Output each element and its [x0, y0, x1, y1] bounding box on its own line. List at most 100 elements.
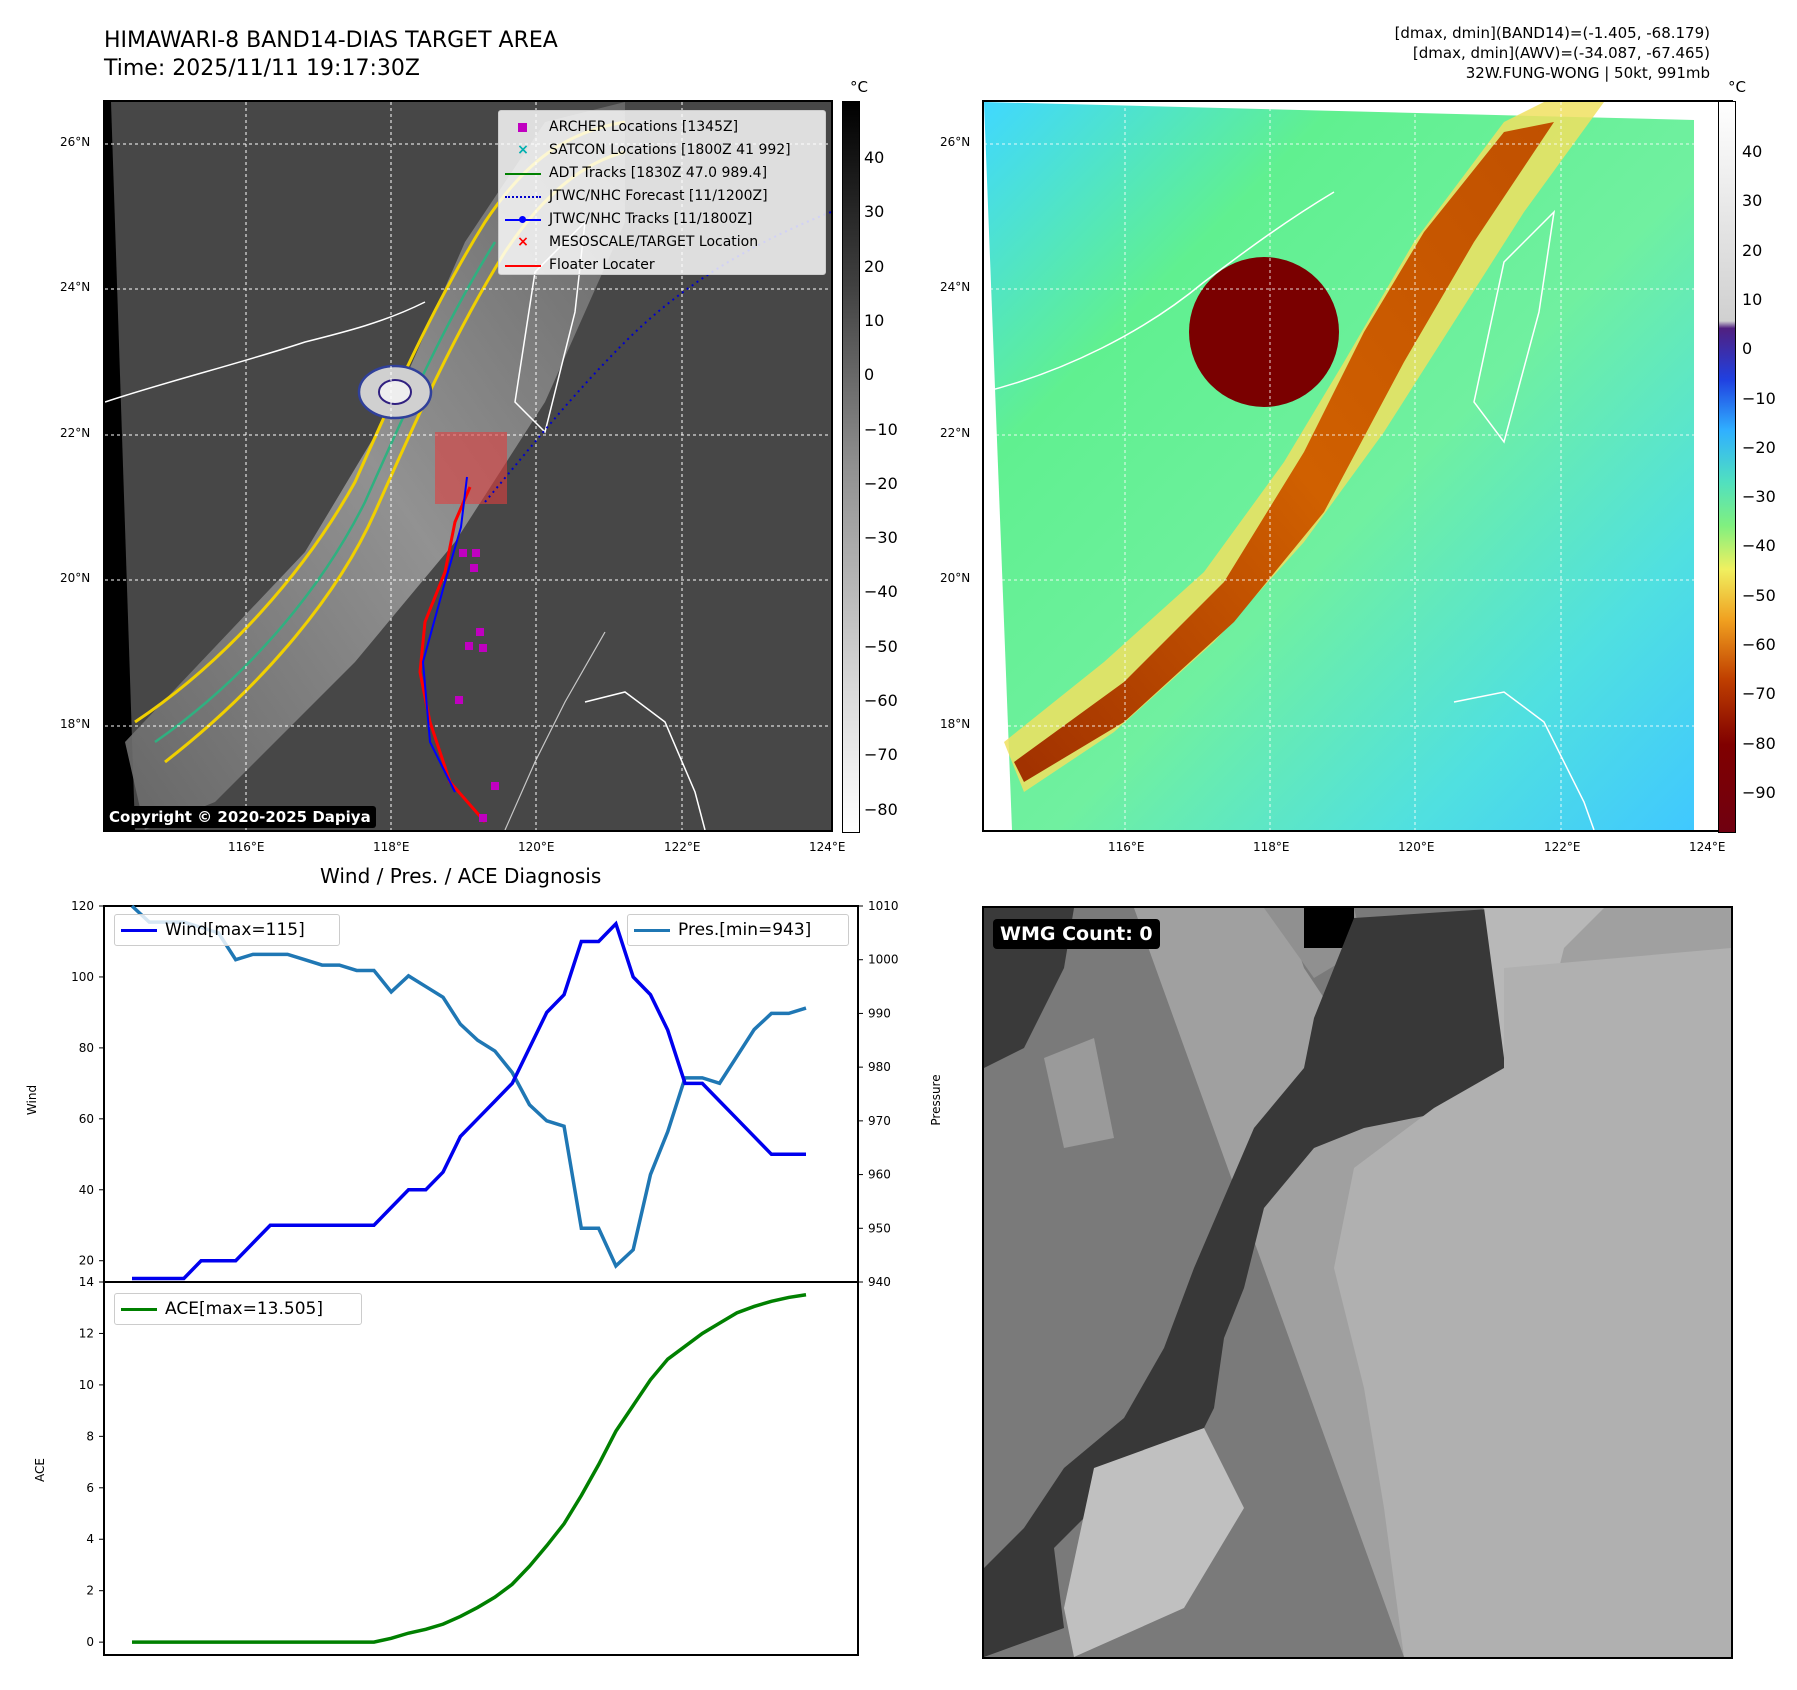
chart-title-line1: HIMAWARI-8 BAND14-DIAS TARGET AREA [104, 28, 558, 53]
x-marker-icon: × [517, 233, 529, 250]
legend-label: JTWC/NHC Forecast [11/1200Z] [549, 187, 768, 204]
ace-legend: ACE[max=13.505] [114, 1293, 362, 1325]
color-colorbar-tick: −40 [1742, 536, 1776, 556]
pressure-y-tick-label: 940 [868, 1275, 891, 1289]
color-colorbar-tick: 20 [1742, 240, 1763, 260]
wmg-svg [984, 908, 1731, 1657]
ace-series-line [132, 1293, 807, 1644]
color-colorbar-tick: −90 [1742, 782, 1776, 802]
diagnosis-chart: Wind Pressure ACE 2040608010012094095096… [25, 899, 943, 1656]
ace-y-tick-label: 8 [86, 1429, 94, 1443]
gray-colorbar-tick: 0 [864, 365, 875, 385]
pressure-y-tick-label: 980 [868, 1060, 891, 1074]
lat-label: 26°N [940, 135, 971, 149]
gray-colorbar-tick: −80 [864, 799, 898, 819]
line-icon [121, 1302, 157, 1316]
gray-colorbar-tick: 20 [864, 256, 885, 276]
wmg-count-badge: WMG Count: 0 [993, 919, 1160, 949]
floater-track [418, 486, 487, 823]
jtwc-track [421, 476, 468, 793]
wind-y-tick-label: 80 [79, 1041, 94, 1055]
wind-axis-label: Wind [25, 1085, 39, 1115]
color-colorbar-tick: −70 [1742, 684, 1776, 704]
gray-colorbar-tick: −40 [864, 582, 898, 602]
wind-series-line [132, 920, 806, 1281]
lat-label: 22°N [60, 426, 91, 440]
storm-id: 32W.FUNG-WONG | 50kt, 991mb [1465, 64, 1710, 82]
wind-y-tick-label: 100 [71, 970, 94, 984]
gray-colorbar-tick: 40 [864, 148, 885, 167]
legend-row: JTWC/NHC Tracks [11/1800Z] [505, 207, 819, 230]
pressure-y-tick-label: 950 [868, 1221, 891, 1235]
color-colorbar-tick: 10 [1742, 289, 1763, 309]
color-colorbar-unit: °C [1728, 78, 1746, 96]
pressure-legend-label: Pres.[min=943] [678, 920, 812, 940]
map-legend: ARCHER Locations [1345Z] × SATCON Locati… [498, 110, 826, 275]
awv-map-svg [984, 102, 1731, 830]
lon-label: 122°E [1544, 840, 1581, 854]
legend-row: × SATCON Locations [1800Z 41 992] [505, 138, 819, 161]
gray-colorbar-tick: −10 [864, 419, 898, 439]
color-colorbar-tick: 40 [1742, 142, 1763, 161]
line-icon [505, 166, 541, 180]
gray-colorbar-tick: −30 [864, 528, 898, 548]
lat-label: 24°N [60, 280, 91, 294]
ace-y-tick-label: 6 [86, 1481, 94, 1495]
ace-y-tick-label: 12 [79, 1326, 94, 1340]
lon-label: 118°E [373, 840, 410, 854]
band14-minmax: [dmax, dmin](BAND14)=(-1.405, -68.179) [1394, 24, 1710, 42]
wind-y-tick-label: 20 [79, 1254, 94, 1268]
cloud-band-cold [1014, 122, 1554, 782]
legend-row: ADT Tracks [1830Z 47.0 989.4] [505, 161, 819, 184]
pressure-legend: Pres.[min=943] [627, 914, 849, 946]
wmg-panel [982, 906, 1733, 1659]
color-colorbar-tick: −50 [1742, 585, 1776, 605]
color-colorbar-tick: −20 [1742, 437, 1776, 457]
chart-title-line2: Time: 2025/11/11 19:17:30Z [104, 56, 420, 81]
square-marker-icon [505, 120, 541, 134]
lat-label: 18°N [940, 717, 971, 731]
ace-y-tick-label: 14 [79, 1275, 94, 1289]
lat-label: 20°N [940, 571, 971, 585]
lon-label: 116°E [1108, 840, 1145, 854]
wind-legend-label: Wind[max=115] [165, 920, 305, 940]
lat-label: 18°N [60, 717, 91, 731]
legend-label: MESOSCALE/TARGET Location [549, 233, 759, 250]
ace-y-tick-label: 4 [86, 1532, 94, 1546]
lat-label: 20°N [60, 571, 91, 585]
gray-colorbar-tick: −20 [864, 473, 898, 493]
lon-label: 124°E [1689, 840, 1726, 854]
legend-row: ARCHER Locations [1345Z] [505, 115, 819, 138]
color-colorbar-tick: 0 [1742, 339, 1753, 359]
pressure-y-tick-label: 990 [868, 1006, 891, 1020]
pressure-y-tick-label: 1000 [868, 953, 899, 967]
lon-label: 116°E [228, 840, 265, 854]
legend-row: JTWC/NHC Forecast [11/1200Z] [505, 184, 819, 207]
legend-label: Floater Locater [549, 256, 655, 273]
legend-label: JTWC/NHC Tracks [11/1800Z] [549, 210, 753, 227]
gray-colorbar-tick: 30 [864, 202, 885, 222]
lat-label: 22°N [940, 426, 971, 440]
pressure-y-tick-label: 970 [868, 1114, 891, 1128]
color-colorbar-tick: −80 [1742, 733, 1776, 753]
color-colorbar-tick: −30 [1742, 487, 1776, 507]
pressure-y-tick-label: 960 [868, 1168, 891, 1182]
wind-plot-frame [103, 905, 859, 1283]
ace-y-tick-label: 0 [86, 1635, 94, 1649]
pressure-axis-label: Pressure [929, 1074, 943, 1125]
cloud-band [125, 102, 625, 830]
legend-label: ADT Tracks [1830Z 47.0 989.4] [549, 164, 768, 181]
gray-colorbar-tick: −50 [864, 636, 898, 656]
legend-label: ARCHER Locations [1345Z] [549, 118, 739, 135]
lon-label: 118°E [1253, 840, 1290, 854]
lat-label: 26°N [60, 135, 91, 149]
line-icon [634, 923, 670, 937]
color-colorbar [1718, 101, 1736, 833]
lat-label: 24°N [940, 280, 971, 294]
copyright-badge: Copyright © 2020-2025 Dapiya [104, 806, 376, 828]
x-marker-icon: × [517, 141, 529, 158]
color-colorbar-tick: −60 [1742, 635, 1776, 654]
legend-label: SATCON Locations [1800Z 41 992] [549, 141, 791, 158]
pressure-series-line [130, 904, 807, 1269]
lon-label: 120°E [1398, 840, 1435, 854]
